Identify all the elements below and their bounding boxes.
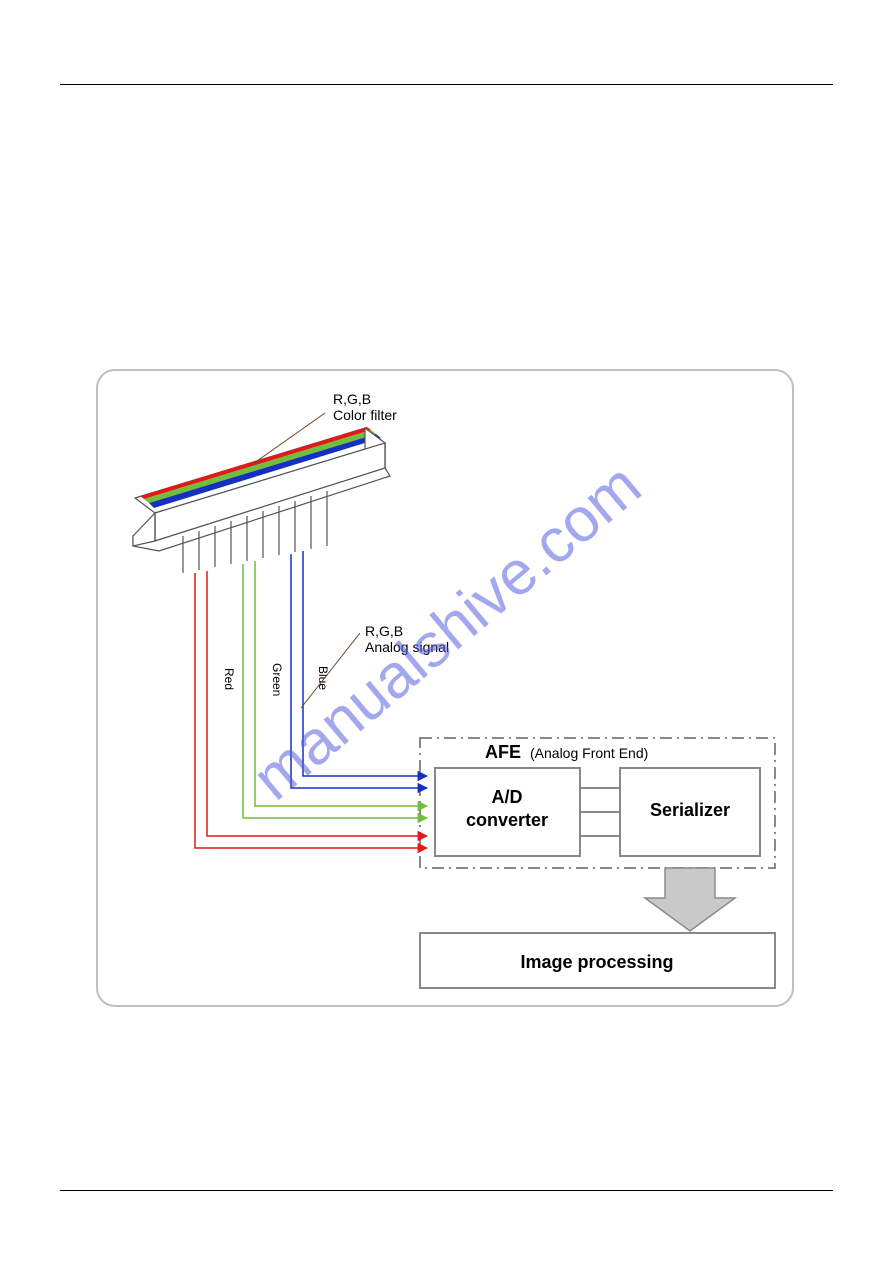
adc-serializer-link — [580, 788, 620, 836]
afe-title: AFE — [485, 742, 521, 762]
label-analogsignal-line2: Analog signal — [365, 639, 449, 655]
label-red: Red — [222, 668, 236, 690]
signal-blue-2 — [303, 551, 427, 776]
leader-analogsignal — [301, 633, 360, 708]
label-colorfilter-line2: Color filter — [333, 407, 397, 423]
adc-label-2: converter — [466, 810, 548, 830]
signal-blue-1 — [291, 554, 427, 788]
adc-label-1: A/D — [492, 787, 523, 807]
top-rule — [60, 84, 833, 85]
image-proc-label: Image processing — [520, 952, 673, 972]
afe-subtitle: (Analog Front End) — [530, 745, 648, 761]
serializer-label: Serializer — [650, 800, 730, 820]
bottom-rule — [60, 1190, 833, 1191]
sensor-body — [133, 427, 390, 573]
label-analogsignal-line1: R,G,B — [365, 623, 403, 639]
label-colorfilter-line1: R,G,B — [333, 391, 371, 407]
diagram: R,G,B Color filter AFE (Analog Front End… — [95, 368, 795, 1008]
signal-red-2 — [207, 571, 427, 836]
label-green: Green — [270, 663, 284, 696]
arrow-serializer-to-imgproc — [645, 868, 735, 931]
page-root: R,G,B Color filter AFE (Analog Front End… — [0, 0, 893, 1263]
